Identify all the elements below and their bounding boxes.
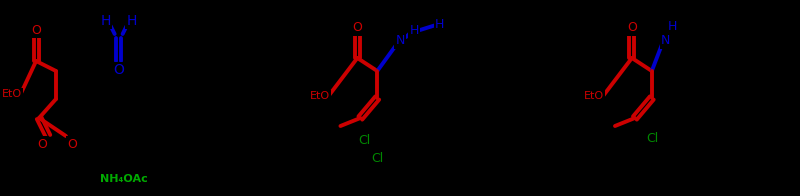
Text: Cl: Cl [646, 132, 659, 144]
Text: NH₄OAc: NH₄OAc [100, 174, 147, 184]
Text: N: N [661, 34, 670, 47]
Text: H: H [126, 14, 137, 28]
Text: Cl: Cl [371, 152, 383, 164]
Text: Cl: Cl [358, 133, 370, 146]
Text: O: O [114, 63, 124, 77]
Text: H: H [668, 19, 678, 33]
Text: O: O [67, 138, 77, 151]
Text: N: N [395, 34, 405, 47]
Text: O: O [353, 22, 362, 34]
Text: EtO: EtO [2, 89, 22, 99]
Text: H: H [410, 24, 418, 37]
Text: O: O [37, 138, 47, 151]
Text: H: H [435, 17, 445, 31]
Text: O: O [627, 22, 637, 34]
Text: O: O [31, 24, 41, 36]
Text: EtO: EtO [584, 91, 604, 101]
Text: H: H [101, 14, 111, 28]
Text: EtO: EtO [310, 91, 330, 101]
